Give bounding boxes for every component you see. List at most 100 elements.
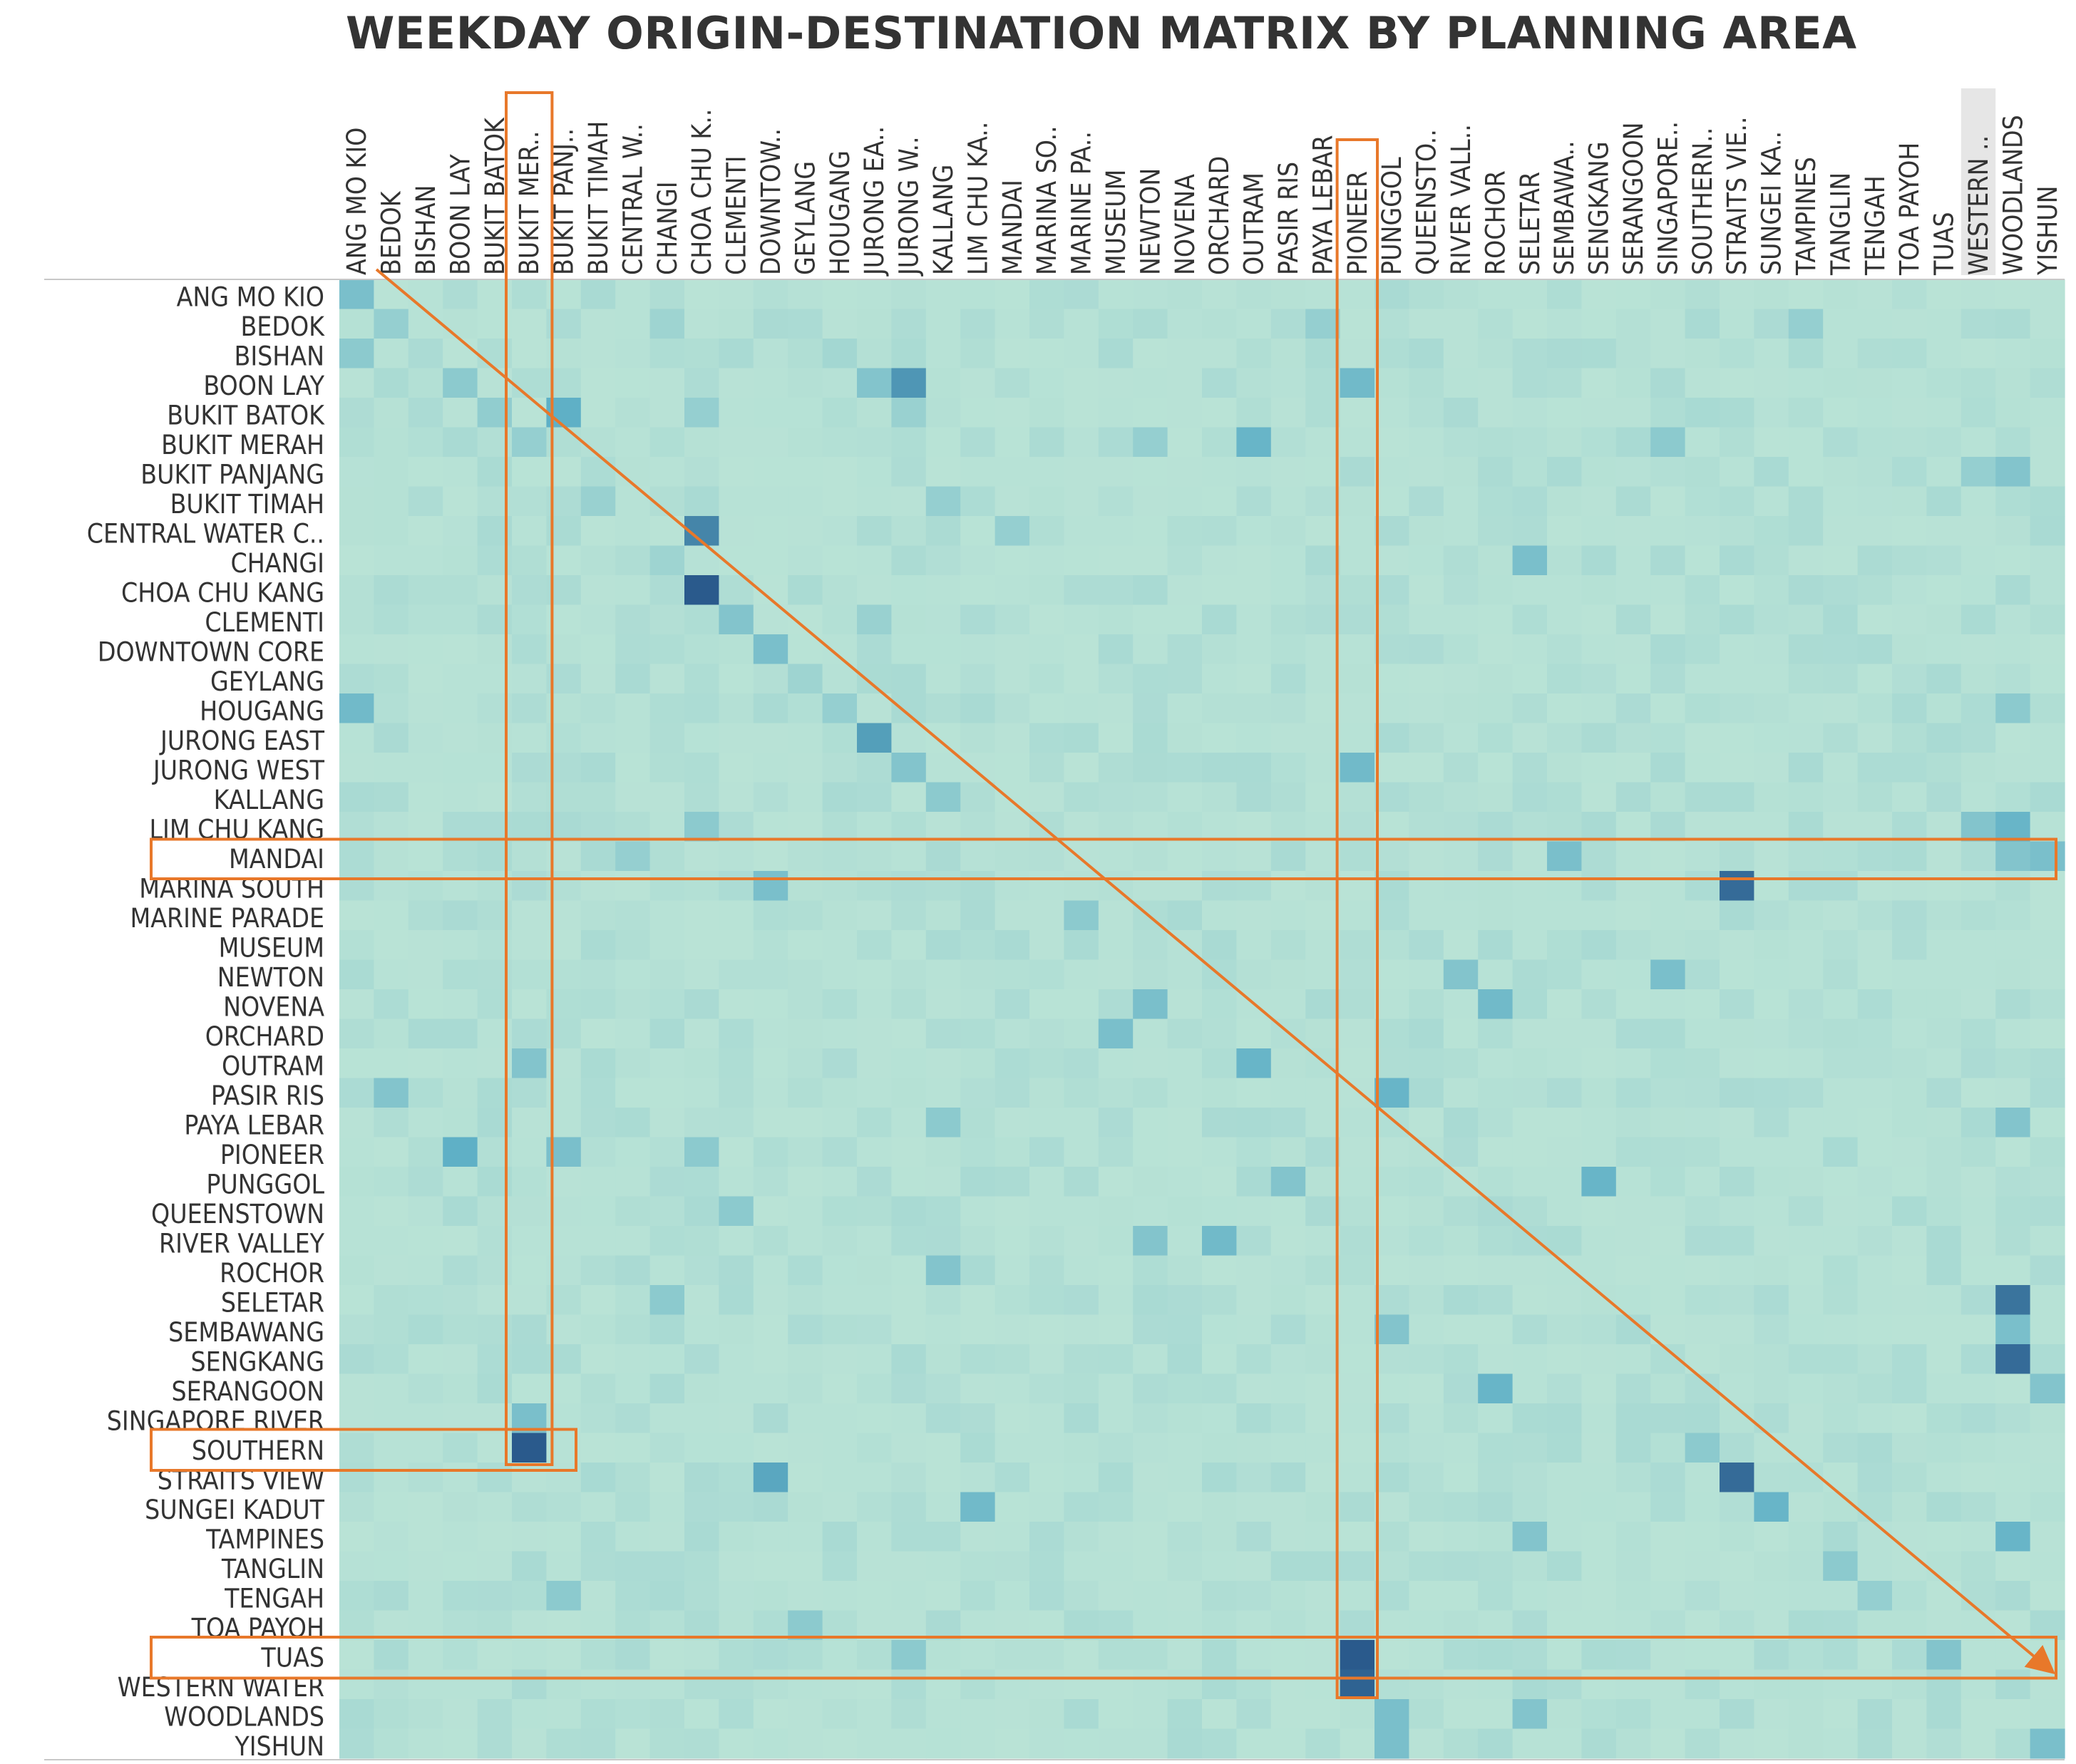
heatmap-cell [1720, 1196, 1754, 1227]
heatmap-cell [995, 457, 1030, 488]
row-label-outram: OUTRAM [222, 1051, 324, 1082]
heatmap-cell [615, 545, 651, 576]
heatmap-cell [1720, 1551, 1754, 1582]
heatmap-cell [753, 1699, 788, 1730]
heatmap-cell [1340, 782, 1375, 813]
heatmap-cell [857, 604, 892, 635]
heatmap-cell [1270, 427, 1306, 458]
heatmap-cell [1064, 486, 1099, 517]
heatmap-cell [1720, 339, 1754, 369]
heatmap-cell [1202, 1522, 1237, 1552]
heatmap-cell [719, 900, 754, 931]
heatmap-cell [1926, 1226, 1962, 1257]
heatmap-cell [684, 604, 719, 635]
heatmap-cell [1788, 575, 1824, 606]
heatmap-cell [995, 398, 1030, 428]
heatmap-cell [1167, 1551, 1203, 1582]
heatmap-cell [443, 1463, 478, 1493]
heatmap-cell [1133, 1344, 1168, 1375]
heatmap-cell [857, 1314, 892, 1345]
heatmap-cell [925, 723, 961, 753]
heatmap-cell [1270, 782, 1306, 813]
heatmap-cell [1305, 1640, 1341, 1671]
heatmap-cell [1754, 1581, 1789, 1611]
heatmap-cell [1064, 634, 1099, 665]
heatmap-cell [2030, 753, 2065, 783]
heatmap-cell [2030, 1078, 2065, 1108]
heatmap-cell [719, 1255, 754, 1286]
heatmap-cell [1236, 1078, 1272, 1108]
heatmap-cell [1892, 1669, 1927, 1700]
heatmap-cell [1236, 339, 1272, 369]
heatmap-cell [995, 1403, 1030, 1434]
heatmap-cell [1098, 398, 1134, 428]
heatmap-cell [891, 1403, 927, 1434]
heatmap-cell [995, 693, 1030, 724]
heatmap-cell [925, 279, 961, 310]
heatmap-cell [1788, 900, 1824, 931]
heatmap-cell [1133, 1669, 1168, 1700]
heatmap-cell [1720, 753, 1754, 783]
heatmap-cell [719, 1403, 754, 1434]
heatmap-cell [1133, 1167, 1168, 1197]
heatmap-cell [1236, 1669, 1272, 1700]
heatmap-cell [1270, 723, 1306, 753]
heatmap-cell [1478, 634, 1514, 665]
heatmap-cell [891, 1669, 927, 1700]
heatmap-cell [1409, 1728, 1444, 1759]
heatmap-cell [753, 723, 788, 753]
heatmap-cell [1615, 604, 1651, 635]
heatmap-cell [1892, 1108, 1927, 1138]
heatmap-cell [615, 959, 651, 990]
heatmap-cell [374, 279, 409, 310]
heatmap-cell [1064, 1463, 1099, 1493]
heatmap-cell [1857, 486, 1893, 517]
heatmap-cell [374, 1492, 409, 1522]
heatmap-cell [1615, 545, 1651, 576]
heatmap-cell [1236, 545, 1272, 576]
heatmap-cell [1615, 1669, 1651, 1700]
heatmap-cell [1064, 575, 1099, 606]
heatmap-cell [1029, 693, 1064, 724]
heatmap-cell [1236, 782, 1272, 813]
heatmap-cell [822, 1108, 858, 1138]
heatmap-cell [1443, 1669, 1479, 1700]
heatmap-cell [1823, 1433, 1859, 1463]
diagonal-arrow [375, 268, 2056, 1675]
heatmap-cell [995, 1699, 1030, 1730]
heatmap-cell [1754, 782, 1789, 813]
heatmap-cell [1685, 1522, 1720, 1552]
heatmap-cell [822, 339, 858, 369]
heatmap-cell [1236, 1522, 1272, 1552]
heatmap-cell [1995, 812, 2031, 842]
heatmap-cell [443, 398, 478, 428]
heatmap-cell [580, 368, 616, 398]
heatmap-cell [1961, 1167, 1996, 1197]
heatmap-cell [1650, 989, 1686, 1020]
heatmap-cell [857, 545, 892, 576]
heatmap-cell [1857, 575, 1893, 606]
heatmap-cell [857, 664, 892, 694]
heatmap-cell [1512, 900, 1548, 931]
heatmap-cell [1581, 812, 1617, 842]
heatmap-cell [719, 753, 754, 783]
heatmap-cell [1236, 900, 1272, 931]
heatmap-cell [891, 1285, 927, 1316]
heatmap-cell [960, 309, 996, 339]
heatmap-cell [753, 871, 788, 902]
heatmap-cell [925, 1314, 961, 1345]
heatmap-cell [1995, 1285, 2031, 1316]
heatmap-cell [580, 989, 616, 1020]
heatmap-cell [1650, 1048, 1686, 1079]
heatmap-cell [1720, 575, 1754, 606]
heatmap-cell [1995, 871, 2031, 902]
heatmap-cell [753, 1196, 788, 1227]
heatmap-cell [822, 427, 858, 458]
heatmap-cell [753, 1048, 788, 1079]
heatmap-cell [719, 1078, 754, 1108]
heatmap-cell [615, 368, 651, 398]
heatmap-cell [1547, 753, 1582, 783]
heatmap-cell [1720, 989, 1754, 1020]
heatmap-cell [1305, 989, 1341, 1020]
heatmap-cell [1857, 309, 1893, 339]
